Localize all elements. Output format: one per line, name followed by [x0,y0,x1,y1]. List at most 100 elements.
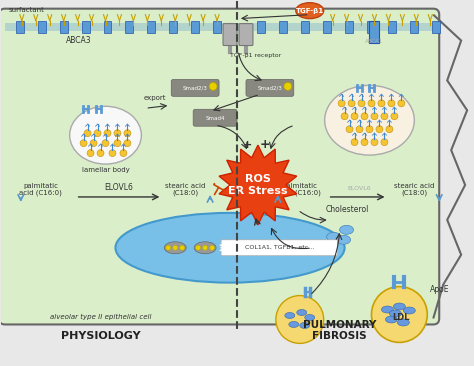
Text: palmitatic
acid (C16:0): palmitatic acid (C16:0) [278,183,321,197]
Circle shape [210,245,215,250]
Circle shape [366,126,373,133]
Circle shape [371,113,378,120]
Bar [257,20,265,33]
Circle shape [124,130,131,137]
Ellipse shape [403,307,415,314]
Text: PHYSIOLOGY: PHYSIOLOGY [61,331,140,341]
Circle shape [348,100,355,107]
FancyBboxPatch shape [223,24,237,45]
Ellipse shape [194,242,216,254]
Circle shape [378,100,385,107]
Text: stearic acid
(C18:0): stearic acid (C18:0) [165,183,205,197]
Circle shape [356,126,363,133]
Circle shape [94,130,101,137]
Bar [323,20,331,33]
Ellipse shape [116,213,345,283]
Circle shape [376,126,383,133]
Bar [60,20,68,33]
Ellipse shape [325,85,414,155]
Bar [169,20,177,33]
Circle shape [80,140,87,147]
Circle shape [346,126,353,133]
Circle shape [381,113,388,120]
Circle shape [102,140,109,147]
FancyBboxPatch shape [0,9,439,325]
Circle shape [276,296,324,343]
Ellipse shape [285,313,295,318]
Bar [279,20,287,33]
Ellipse shape [393,303,405,310]
Text: +: + [243,140,252,150]
Circle shape [351,139,358,146]
Circle shape [386,126,393,133]
Text: TGF-β1: TGF-β1 [296,8,324,14]
Bar [213,20,221,33]
Circle shape [209,82,217,90]
Circle shape [114,130,121,137]
Circle shape [173,245,178,250]
Bar [301,20,309,33]
Circle shape [338,100,345,107]
Bar [147,20,155,33]
Bar [191,20,199,33]
Circle shape [180,245,185,250]
Text: lamellar body: lamellar body [82,167,129,173]
Circle shape [388,100,395,107]
Ellipse shape [397,319,410,326]
Circle shape [361,113,368,120]
Circle shape [166,245,171,250]
Ellipse shape [305,314,315,321]
Text: Cholesterol: Cholesterol [326,205,369,214]
Bar [5,23,433,31]
Ellipse shape [296,3,324,19]
Circle shape [84,130,91,137]
Text: ABCA1: ABCA1 [365,38,383,44]
Bar [388,20,396,33]
Circle shape [284,82,292,90]
Text: Smad2/3: Smad2/3 [182,86,208,91]
Ellipse shape [297,310,307,315]
FancyBboxPatch shape [221,240,337,256]
Circle shape [351,113,358,120]
Text: export: export [144,95,166,101]
Circle shape [372,287,427,342]
Ellipse shape [390,310,401,317]
Text: TGF-β1 receptor: TGF-β1 receptor [230,53,281,59]
FancyBboxPatch shape [171,79,219,96]
Circle shape [391,113,398,120]
Circle shape [97,150,104,157]
Bar [103,20,111,33]
Ellipse shape [300,322,310,328]
Ellipse shape [70,106,141,164]
Circle shape [398,100,405,107]
Circle shape [202,245,208,250]
Ellipse shape [289,321,299,328]
Circle shape [120,150,127,157]
Circle shape [104,130,111,137]
Ellipse shape [327,232,341,241]
Text: ABCA3: ABCA3 [66,36,91,45]
Ellipse shape [382,306,393,313]
FancyBboxPatch shape [246,79,294,96]
Text: Smad2/3: Smad2/3 [257,86,283,91]
Ellipse shape [385,316,397,323]
Bar [16,20,24,33]
Circle shape [381,139,388,146]
Text: palmitatic
acid (C16:0): palmitatic acid (C16:0) [19,183,62,197]
Circle shape [361,139,368,146]
Text: stearic acid
(C18:0): stearic acid (C18:0) [394,183,435,197]
Text: PULMONARY
FIBROSIS: PULMONARY FIBROSIS [303,320,376,341]
Circle shape [196,245,201,250]
Bar [126,20,133,33]
Bar [38,20,46,33]
Text: ApoE: ApoE [429,285,449,294]
FancyBboxPatch shape [239,24,253,45]
Text: ROS
ER Stress: ROS ER Stress [228,174,288,196]
Text: Smad4: Smad4 [205,116,225,121]
Text: ELOVL6: ELOVL6 [104,183,133,192]
Text: surfactant: surfactant [9,7,45,13]
Ellipse shape [164,242,186,254]
FancyBboxPatch shape [193,109,237,126]
Circle shape [341,113,348,120]
Bar [366,20,374,33]
